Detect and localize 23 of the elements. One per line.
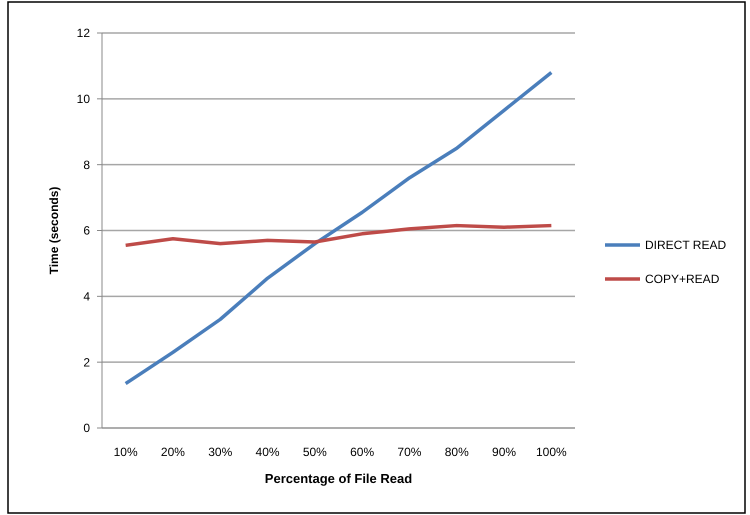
y-tick-label: 6	[83, 224, 90, 238]
line-series	[124, 224, 554, 248]
y-tick-label: 10	[76, 92, 90, 106]
x-tick-label: 20%	[160, 445, 186, 459]
y-axis-title: Time (seconds)	[47, 186, 61, 274]
y-tick-label: 12	[76, 26, 90, 40]
legend-label: DIRECT READ	[645, 238, 726, 252]
y-tick-label: 4	[83, 290, 90, 304]
x-tick-label: 90%	[492, 445, 516, 459]
line-series	[124, 70, 554, 386]
x-tick-label: 30%	[208, 445, 233, 459]
legend-label: COPY+READ	[645, 272, 720, 286]
x-tick-label: 10%	[114, 445, 138, 459]
y-tick-label: 0	[83, 421, 90, 436]
y-tick-label: 8	[83, 158, 90, 172]
x-tick-label: 50%	[302, 445, 328, 459]
x-tick-label: 60%	[350, 445, 374, 459]
y-tick-label: 2	[83, 355, 90, 370]
x-tick-label: 100%	[536, 445, 568, 459]
x-tick-label: 70%	[397, 445, 422, 459]
x-tick-label: 40%	[256, 445, 280, 459]
x-axis-title: Percentage of File Read	[264, 471, 412, 486]
x-tick-label: 80%	[444, 445, 470, 459]
